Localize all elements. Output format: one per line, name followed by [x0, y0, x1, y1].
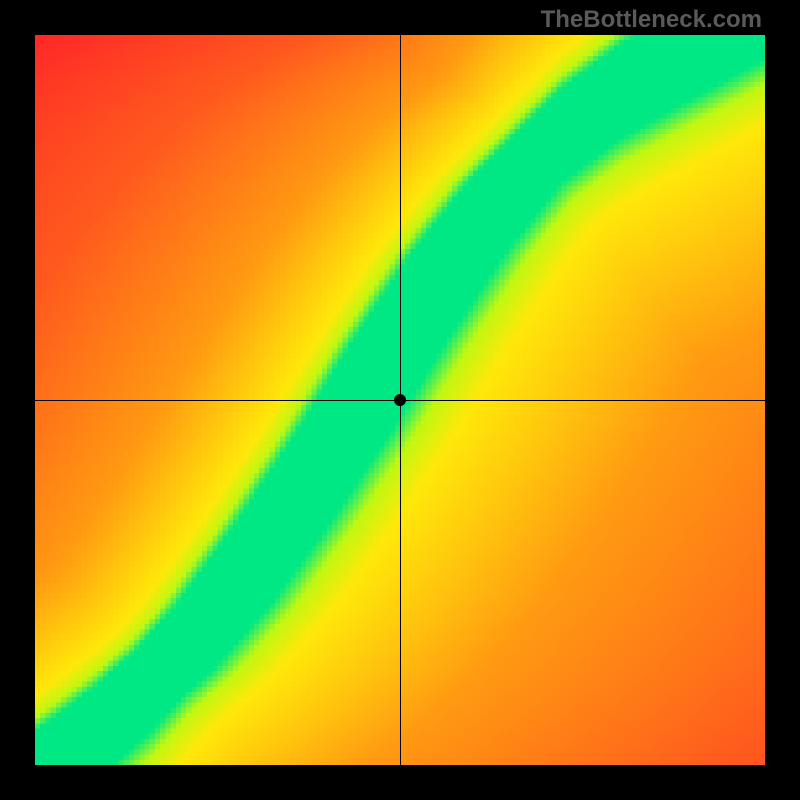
- chart-container: TheBottleneck.com: [0, 0, 800, 800]
- center-marker: [394, 394, 406, 406]
- watermark-text: TheBottleneck.com: [541, 6, 762, 34]
